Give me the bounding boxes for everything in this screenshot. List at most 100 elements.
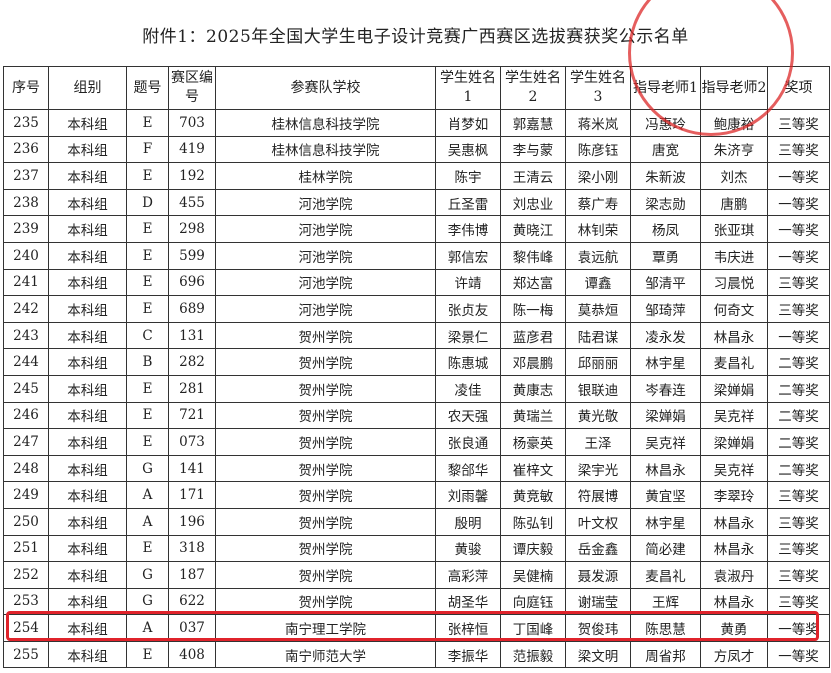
column-header: 参赛队学校	[215, 66, 436, 110]
table-cell: 本科组	[48, 481, 127, 509]
table-cell: 黎伟峰	[500, 241, 566, 270]
table-cell: A	[126, 507, 169, 536]
table-cell: 农天强	[435, 401, 501, 430]
table-row: 238 本科组 D 455 河池学院 丘圣雷 刘忠业 蔡广寿 梁志勋 唐鹏 一等奖	[3, 188, 830, 217]
table-cell: 贺州学院	[215, 428, 436, 456]
table-cell: 郭嘉慧	[500, 109, 566, 137]
table-cell: 梁婵娟	[630, 401, 701, 430]
table-cell: 黄光敬	[565, 401, 631, 430]
table-cell: 林昌永	[700, 534, 768, 563]
table-cell: 三等奖	[767, 295, 830, 323]
table-cell: 李伟博	[435, 215, 501, 243]
table-cell: 298	[168, 215, 216, 243]
table-cell: 244	[3, 348, 49, 376]
column-header: 学生姓名1	[435, 66, 501, 110]
table-row: 242 本科组 E 689 河池学院 张贞友 陈一梅 莫恭烜 邹琦萍 何奇文 三等奖	[3, 295, 830, 323]
table-cell: 方凤才	[700, 640, 768, 669]
table-cell: 本科组	[48, 534, 127, 563]
table-cell: 周省邦	[630, 640, 701, 669]
table-cell: 韦庆进	[700, 241, 768, 270]
table-cell: 236	[3, 135, 49, 164]
table-cell: 蔡广寿	[565, 188, 631, 217]
award-table: 序号 组别 题号 赛区编号 参赛队学校 学生姓名1 学生姓名2 学生姓名3 指导老师1 指导老师2…	[3, 66, 830, 669]
table-cell: 249	[3, 481, 49, 509]
table-cell: 殷明	[435, 507, 501, 536]
table-row: 249 本科组 A 171 贺州学院 刘雨馨 黄竞敏 符展博 黄宜坚 李翠玲 三等奖	[3, 481, 830, 509]
table-cell: 455	[168, 188, 216, 217]
table-cell: 贺州学院	[215, 507, 436, 536]
document-title: 附件1：2025年全国大学生电子设计竞赛广西赛区选拔赛获奖公示名单	[142, 27, 689, 47]
table-cell: 岑春连	[630, 374, 701, 403]
table-cell: 杨凤	[630, 215, 701, 243]
table-cell: 杨豪英	[500, 428, 566, 456]
table-cell: 本科组	[48, 109, 127, 137]
table-cell: 本科组	[48, 640, 127, 669]
table-cell: 689	[168, 295, 216, 323]
table-cell: 张亚琪	[700, 215, 768, 243]
table-cell: 梁婵娟	[700, 428, 768, 456]
table-cell: 一等奖	[767, 614, 830, 642]
table-cell: 唐鹏	[700, 188, 768, 217]
table-cell: 本科组	[48, 321, 127, 350]
table-cell: 丘圣雷	[435, 188, 501, 217]
table-cell: 何奇文	[700, 295, 768, 323]
table-cell: 南宁师范大学	[215, 640, 436, 669]
table-cell: 张梓恒	[435, 614, 501, 642]
table-cell: B	[126, 348, 169, 376]
table-cell: 本科组	[48, 135, 127, 164]
table-cell: D	[126, 188, 169, 217]
table-cell: 袁淑丹	[700, 561, 768, 589]
table-cell: 吴惠枫	[435, 135, 501, 164]
table-row: 243 本科组 C 131 贺州学院 梁景仁 蓝彦君 陆君谋 凌永发 林昌永 一等奖	[3, 321, 830, 350]
table-row: 236 本科组 F 419 桂林信息科技学院 吴惠枫 李与蒙 陈彦钰 唐宽 朱济亨 三等奖	[3, 135, 830, 164]
table-cell: 131	[168, 321, 216, 350]
table-body: 235 本科组 E 703 桂林信息科技学院 肖梦如 郭嘉慧 蒋米岚 冯惠玲 鲍康裕 三等奖 236 本…	[3, 109, 830, 669]
table-cell: G	[126, 561, 169, 589]
table-cell: 250	[3, 507, 49, 536]
table-cell: 二等奖	[767, 401, 830, 430]
table-cell: 崔梓文	[500, 454, 566, 483]
table-cell: 本科组	[48, 561, 127, 589]
table-cell: 本科组	[48, 348, 127, 376]
table-cell: E	[126, 241, 169, 270]
table-cell: 郭信宏	[435, 241, 501, 270]
table-row: 240 本科组 E 599 河池学院 郭信宏 黎伟峰 袁远航 覃勇 韦庆进 一等奖	[3, 241, 830, 270]
table-cell: 蓝彦君	[500, 321, 566, 350]
table-row: 250 本科组 A 196 贺州学院 殷明 陈弘钊 叶文权 林宇星 林昌永 三等奖	[3, 507, 830, 536]
table-cell: 238	[3, 188, 49, 217]
table-cell: 林昌永	[700, 321, 768, 350]
table-cell: 196	[168, 507, 216, 536]
table-cell: 贺州学院	[215, 348, 436, 376]
table-cell: E	[126, 640, 169, 669]
table-cell: 二等奖	[767, 428, 830, 456]
table-cell: 刘忠业	[500, 188, 566, 217]
table-cell: 三等奖	[767, 481, 830, 509]
table-cell: 贺州学院	[215, 534, 436, 563]
table-cell: 麦昌礼	[700, 348, 768, 376]
table-cell: 三等奖	[767, 507, 830, 536]
table-cell: 范振毅	[500, 640, 566, 669]
table-cell: 本科组	[48, 215, 127, 243]
table-cell: 282	[168, 348, 216, 376]
table-cell: 向庭钰	[500, 587, 566, 616]
table-cell: 三等奖	[767, 534, 830, 563]
table-cell: 陆君谋	[565, 321, 631, 350]
table-cell: 刘杰	[700, 162, 768, 190]
table-cell: 三等奖	[767, 587, 830, 616]
highlight-box	[6, 611, 819, 641]
table-cell: 贺俊玮	[565, 614, 631, 642]
table-cell: 林昌永	[630, 454, 701, 483]
table-cell: 171	[168, 481, 216, 509]
table-row: 248 本科组 G 141 贺州学院 黎郃华 崔梓文 梁宇光 林昌永 吴克祥 二等奖	[3, 454, 830, 483]
column-header: 序号	[3, 66, 49, 110]
table-cell: 陈一梅	[500, 295, 566, 323]
table-cell: 黎郃华	[435, 454, 501, 483]
table-cell: E	[126, 109, 169, 137]
table-cell: 梁志勋	[630, 188, 701, 217]
table-cell: 陈彦钰	[565, 135, 631, 164]
column-header: 题号	[126, 66, 169, 110]
table-cell: 王泽	[565, 428, 631, 456]
table-cell: 三等奖	[767, 109, 830, 137]
table-cell: 邱丽丽	[565, 348, 631, 376]
table-cell: 贺州学院	[215, 561, 436, 589]
